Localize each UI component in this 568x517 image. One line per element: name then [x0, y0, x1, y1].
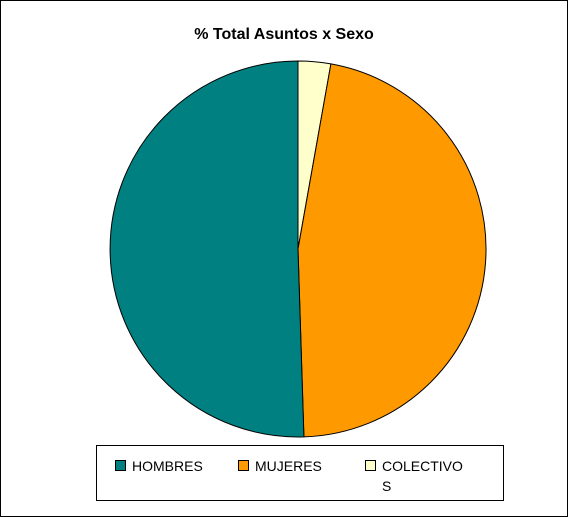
- legend-label-hombres: HOMBRES: [132, 458, 203, 474]
- pie-slice-mujeres: [297, 63, 487, 438]
- legend-swatch-hombres: [115, 460, 126, 471]
- pie-slice-hombres: [109, 60, 305, 438]
- pie: [109, 60, 487, 438]
- legend-item-hombres: HOMBRES: [115, 456, 203, 476]
- legend-label-mujeres: MUJERES: [255, 458, 322, 474]
- legend-swatch-colectivos: [365, 460, 376, 471]
- legend-swatch-mujeres: [238, 460, 249, 471]
- chart-title: % Total Asuntos x Sexo: [194, 26, 374, 43]
- legend-item-mujeres: MUJERES: [238, 456, 322, 476]
- legend-item-colectivos: COLECTIVO S: [365, 456, 472, 496]
- legend: HOMBRES MUJERES COLECTIVO S: [96, 445, 504, 501]
- legend-label-colectivos: COLECTIVO S: [382, 458, 463, 494]
